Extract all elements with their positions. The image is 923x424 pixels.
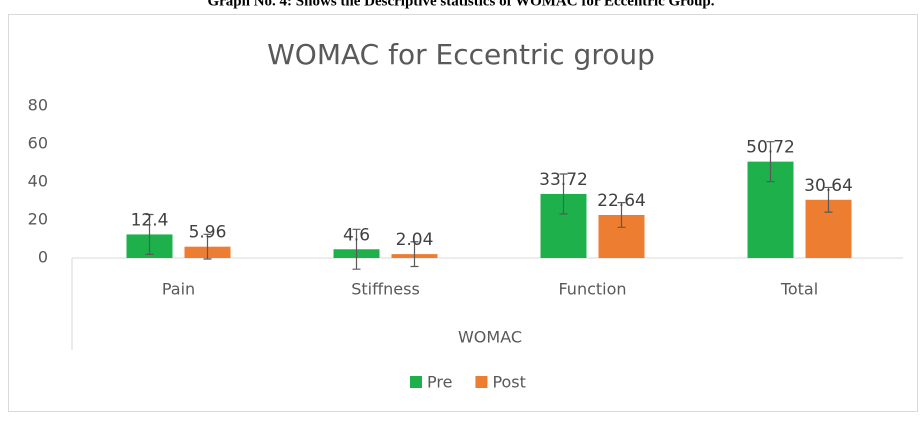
data-label: 5.96	[189, 223, 227, 243]
data-label: 4.6	[343, 225, 370, 245]
error-bar	[617, 202, 626, 228]
chart-border	[8, 14, 918, 412]
error-bar	[145, 213, 154, 255]
legend-swatch	[410, 376, 422, 388]
y-tick-label: 0	[38, 248, 48, 267]
data-label: 30.64	[804, 176, 853, 196]
caption: Graph No. 4: Shows the Descriptive stati…	[207, 0, 714, 9]
y-tick-label: 80	[28, 96, 48, 115]
data-label: 50.72	[746, 138, 795, 158]
y-tick-label: 60	[28, 134, 48, 153]
legend-label: Post	[492, 373, 525, 392]
error-bar	[203, 233, 212, 260]
error-bar	[559, 173, 568, 215]
data-label: 2.04	[396, 230, 434, 250]
x-tick-label: Function	[558, 280, 626, 299]
data-label: 22.64	[597, 191, 646, 211]
x-tick-label: Pain	[162, 280, 195, 299]
x-axis-label: WOMAC	[458, 328, 522, 347]
error-bar	[824, 186, 833, 213]
x-tick-label: Total	[780, 280, 818, 299]
legend-label: Pre	[427, 373, 452, 392]
data-label: 33.72	[539, 170, 588, 190]
data-label: 12.4	[131, 210, 169, 230]
x-tick-label: Stiffness	[351, 280, 420, 299]
y-tick-label: 40	[28, 172, 48, 191]
error-bar	[766, 141, 775, 183]
legend-swatch	[475, 376, 488, 388]
error-bar	[410, 241, 419, 268]
chart-title: WOMAC for Eccentric group	[267, 38, 655, 71]
error-bar	[352, 228, 361, 270]
y-tick-label: 20	[28, 210, 48, 229]
